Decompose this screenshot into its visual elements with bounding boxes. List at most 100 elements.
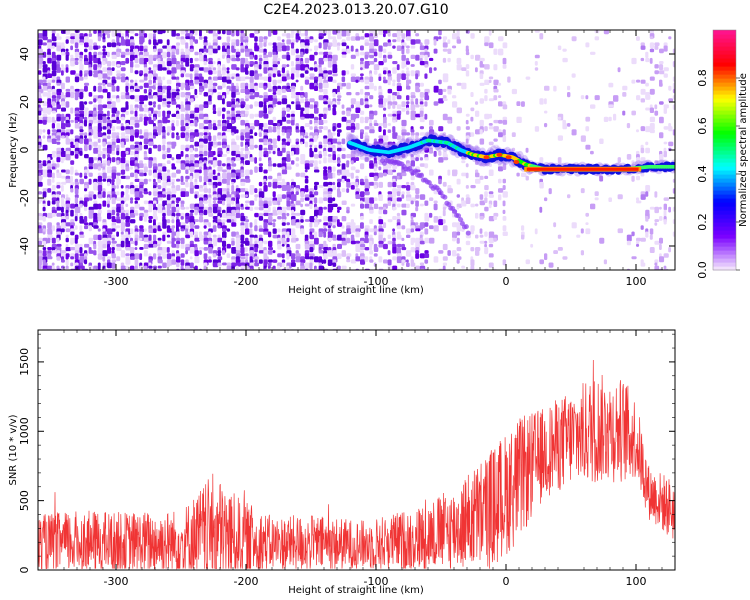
spectrogram-cell xyxy=(281,259,286,263)
spectrogram-cell xyxy=(346,110,351,117)
spectrogram-cell xyxy=(111,259,117,263)
spectrogram-cell xyxy=(61,123,66,130)
spectrogram-cell xyxy=(180,206,186,210)
spectrogram-cell xyxy=(120,200,125,205)
spectrogram-cell xyxy=(208,61,214,65)
spectrogram-cell xyxy=(291,253,296,260)
spectrogram-cell xyxy=(281,70,285,74)
spectrogram-cell xyxy=(176,206,181,211)
spectrogram-cell xyxy=(258,247,265,251)
spectrogram-cell xyxy=(378,123,384,126)
spectrogram-cell xyxy=(65,203,71,208)
spectrogram-cell xyxy=(254,36,258,42)
spectrogram-cell xyxy=(88,101,93,105)
spectrogram-cell xyxy=(309,247,314,253)
spectrogram-cell xyxy=(337,160,341,163)
spectrogram-cell xyxy=(116,243,122,247)
spectrogram-cell xyxy=(410,157,415,161)
spectrogram-cell xyxy=(286,113,291,118)
spectrogram-cell xyxy=(479,119,484,127)
spectrogram-cell xyxy=(484,197,488,203)
spectrogram-cell xyxy=(245,95,251,99)
spectrogram-cell xyxy=(120,39,126,46)
spectrogram-cell xyxy=(373,39,379,47)
spectrogram-cell xyxy=(415,39,421,44)
spectrogram-cell xyxy=(502,185,506,190)
spectrogram-cell xyxy=(502,119,508,125)
spectrogram-cell xyxy=(116,206,122,213)
spectrogram-cell xyxy=(120,157,126,164)
spectrogram-cell xyxy=(304,123,310,127)
spectrogram-cell xyxy=(254,101,258,107)
spectrogram-cell xyxy=(74,76,80,83)
spectrogram-cell xyxy=(176,42,180,46)
spectrogram-cell xyxy=(470,116,474,122)
spectrogram-cell xyxy=(341,147,346,152)
spectrogram-cell xyxy=(383,33,386,38)
spectrogram-cell xyxy=(222,268,227,270)
spectrogram-cell xyxy=(56,206,62,211)
spectrogram-cell xyxy=(438,216,442,220)
spectrogram-cell xyxy=(254,132,258,136)
spectrogram-cell xyxy=(309,73,315,77)
spectrogram-cell xyxy=(654,262,658,266)
spectrogram-cell xyxy=(337,138,341,143)
spectrogram-cell xyxy=(355,256,361,262)
spectrogram-cell xyxy=(332,73,338,77)
spectrogram-cell xyxy=(130,240,135,244)
spectrogram-cell xyxy=(38,33,44,39)
spectrogram-cell xyxy=(116,85,120,92)
spectrogram-cell xyxy=(226,123,233,130)
spectrogram-cell xyxy=(585,42,590,48)
spectrogram-cell xyxy=(309,240,315,245)
spectrogram-cell xyxy=(475,212,479,219)
spectrogram-cell xyxy=(415,88,421,93)
spectrogram-cell xyxy=(194,163,200,168)
spectrogram-cell xyxy=(553,250,558,254)
spectrogram-cell xyxy=(304,57,310,64)
spectrogram-cell xyxy=(189,57,193,64)
spectrogram-cell xyxy=(125,219,130,224)
spectrogram-cell xyxy=(272,126,277,133)
spectrogram-cell xyxy=(309,104,314,109)
spectrogram-cell xyxy=(419,54,424,59)
spectrogram-cell xyxy=(465,64,470,69)
top-x-ticks: -300 -200 -100 0 100 xyxy=(63,30,676,288)
spectrogram-cell xyxy=(314,39,318,43)
spectrogram-cell xyxy=(438,178,442,185)
spectrogram-cell xyxy=(148,95,154,99)
spectrogram-cell xyxy=(387,200,392,206)
spectrogram-cell xyxy=(38,163,43,169)
spectrogram-cell xyxy=(332,197,336,202)
spectrogram-cell xyxy=(258,123,264,128)
spectrogram-cell xyxy=(171,212,176,217)
spectrogram-cell xyxy=(488,79,492,83)
spectrogram-cell xyxy=(406,85,411,90)
spectrogram-cell xyxy=(341,200,347,205)
spectrogram-cell xyxy=(208,135,212,142)
spectrogram-cell xyxy=(79,234,85,238)
spectrogram-cell xyxy=(410,225,416,230)
spectrogram-cell xyxy=(286,222,290,226)
spectrogram-cell xyxy=(258,144,263,151)
spectrogram-cell xyxy=(88,138,92,143)
spectrogram-cell xyxy=(97,54,102,59)
spectrogram-cell xyxy=(383,222,387,228)
spectrogram-cell xyxy=(465,48,469,53)
spectrogram-cell xyxy=(143,51,149,57)
spectrogram-cell xyxy=(304,243,309,250)
spectrogram-cell xyxy=(134,231,139,236)
spectrogram-cell xyxy=(199,82,203,87)
spectrogram-cell xyxy=(309,67,314,71)
spectrogram-cell xyxy=(180,181,185,185)
spectrogram-cell xyxy=(341,240,347,246)
spectrogram-cell xyxy=(617,194,623,200)
spectrogram-cell xyxy=(65,178,71,184)
spectrogram-cell xyxy=(148,54,154,62)
spectrogram-cell xyxy=(116,113,119,118)
spectrogram-cell xyxy=(626,154,632,160)
spectrogram-cell xyxy=(456,57,462,65)
spectrogram-cell xyxy=(185,126,190,129)
spectrogram-cell xyxy=(120,150,126,158)
spectrogram-cell xyxy=(355,240,361,244)
